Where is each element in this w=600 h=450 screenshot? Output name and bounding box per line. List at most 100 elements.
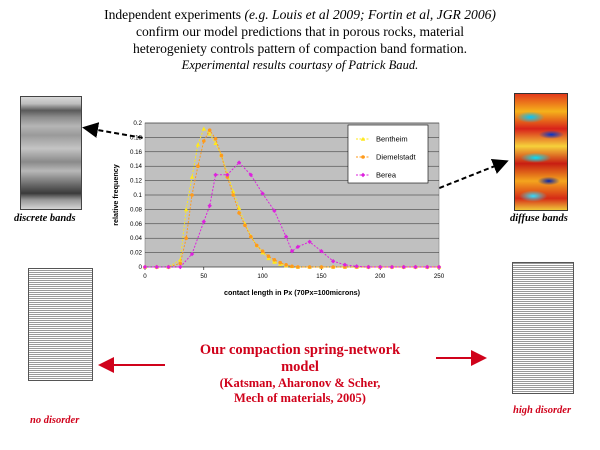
point-diemelstadt-5 xyxy=(190,193,194,197)
header-text: Independent experiments (e.g. Louis et a… xyxy=(0,6,600,74)
contact-length-frequency-chart: 00.020.040.060.080.10.120.140.160.180.2 … xyxy=(111,120,445,297)
simulation-no-disorder-image xyxy=(28,268,93,381)
point-berea-7 xyxy=(213,172,218,178)
point-berea-25 xyxy=(413,264,418,270)
point-diemelstadt-8 xyxy=(207,128,212,132)
point-berea-9 xyxy=(236,160,242,165)
x-tick-label-5: 250 xyxy=(434,273,445,280)
x-tick-label-4: 200 xyxy=(375,273,386,280)
point-bentheim-8 xyxy=(207,131,212,136)
point-berea-11 xyxy=(260,191,265,196)
y-tick-label-7: 0.14 xyxy=(130,163,143,170)
series-line-berea xyxy=(145,161,439,268)
point-bentheim-6 xyxy=(195,142,201,147)
header-line-1: Independent experiments (e.g. Louis et a… xyxy=(104,7,496,22)
point-bentheim-9 xyxy=(213,140,218,145)
point-bentheim-5 xyxy=(189,174,195,179)
header-line-2: confirm our model predictions that in po… xyxy=(135,24,465,39)
point-berea-3 xyxy=(178,264,183,270)
point-diemelstadt-18 xyxy=(266,254,271,258)
legend-marker-diemelstadt xyxy=(361,155,365,159)
header-credit: Experimental results courtasy of Patrick… xyxy=(181,58,419,72)
x-axis-label: contact length in Px (70Px=100microns) xyxy=(224,288,361,297)
point-berea-26 xyxy=(425,264,430,270)
point-berea-19 xyxy=(342,262,348,268)
point-berea-14 xyxy=(289,248,295,254)
rock-sample-photo-discrete xyxy=(20,96,82,210)
simulation-high-disorder-image xyxy=(512,262,574,394)
point-berea-21 xyxy=(366,264,371,270)
point-diemelstadt-9 xyxy=(213,137,218,141)
caption-no-disorder: no disorder xyxy=(30,415,80,426)
point-bentheim-19 xyxy=(272,259,277,264)
point-berea-18 xyxy=(330,259,336,264)
y-tick-label-10: 0.2 xyxy=(133,120,142,127)
y-tick-label-5: 0.1 xyxy=(133,192,142,199)
y-axis-label: relative frequency xyxy=(111,164,120,226)
point-diemelstadt-13 xyxy=(237,211,241,215)
rock-sample-photo-diffuse xyxy=(514,93,568,211)
header-line-3: heterogeniety controls pattern of compac… xyxy=(132,41,468,56)
point-berea-10 xyxy=(248,172,254,178)
point-bentheim-7 xyxy=(201,126,206,131)
x-tick-label-0: 0 xyxy=(143,273,147,280)
x-tick-label-3: 150 xyxy=(316,273,327,280)
point-diemelstadt-12 xyxy=(231,193,235,197)
legend-marker-bentheim xyxy=(360,136,366,141)
point-bentheim-18 xyxy=(266,256,271,261)
y-tick-label-4: 0.08 xyxy=(130,206,143,213)
point-diemelstadt-23 xyxy=(296,265,300,269)
point-berea-5 xyxy=(201,219,206,224)
model-reference-line-1: (Katsman, Aharonov & Scher, xyxy=(219,376,381,390)
point-berea-6 xyxy=(207,203,212,208)
point-berea-17 xyxy=(319,248,324,254)
y-tick-label-1: 0.02 xyxy=(130,250,143,257)
chart-legend: Bentheim Diemelstadt Berea xyxy=(347,124,429,184)
point-diemelstadt-10 xyxy=(219,153,224,158)
point-berea-8 xyxy=(225,172,230,178)
point-berea-15 xyxy=(295,244,301,250)
chart-gridlines xyxy=(145,122,439,268)
point-diemelstadt-4 xyxy=(184,236,188,240)
model-title-line-1: Our compaction spring-network xyxy=(199,342,401,358)
point-berea-1 xyxy=(154,264,159,270)
y-tick-labels: 0 0.02 0.04 0.06 0.08 0.1 0.12 0.14 0.16 0.18 0.2 xyxy=(130,120,143,271)
point-berea-12 xyxy=(272,208,277,214)
model-title-block: Our compaction spring-network model (Kat… xyxy=(150,342,450,406)
y-tick-label-3: 0.06 xyxy=(130,221,143,228)
legend-label-berea: Berea xyxy=(376,171,397,180)
legend-box xyxy=(347,124,429,184)
point-diemelstadt-3 xyxy=(178,261,183,266)
point-diemelstadt-25 xyxy=(319,265,324,269)
x-tick-label-2: 100 xyxy=(257,273,268,280)
arrow-to-diffuse xyxy=(297,158,509,245)
point-diemelstadt-26 xyxy=(331,265,335,269)
point-diemelstadt-22 xyxy=(290,264,294,269)
point-diemelstadt-24 xyxy=(307,265,312,269)
caption-discrete-bands: discrete bands xyxy=(14,213,76,224)
y-tick-label-0: 0 xyxy=(139,264,143,271)
point-berea-13 xyxy=(283,234,289,239)
caption-high-disorder: high disorder xyxy=(513,405,572,416)
x-tick-labels: 0 50 100 150 200 250 xyxy=(143,267,445,280)
point-diemelstadt-7 xyxy=(202,139,206,143)
legend-label-diemelstadt: Diemelstadt xyxy=(376,153,417,162)
point-diemelstadt-17 xyxy=(260,249,265,253)
point-berea-22 xyxy=(378,264,383,270)
point-diemelstadt-15 xyxy=(249,234,253,239)
point-berea-16 xyxy=(307,239,312,244)
point-diemelstadt-16 xyxy=(254,243,259,248)
y-tick-label-2: 0.04 xyxy=(130,235,143,242)
point-bentheim-4 xyxy=(183,207,189,212)
point-berea-0 xyxy=(142,264,148,270)
point-diemelstadt-6 xyxy=(196,164,200,168)
point-diemelstadt-19 xyxy=(272,258,277,262)
point-berea-2 xyxy=(166,264,171,270)
model-reference-line-2: Mech of materials, 2005) xyxy=(234,391,366,405)
header-citation: (e.g. Louis et al 2009; Fortin et al, JG… xyxy=(244,7,496,22)
point-berea-23 xyxy=(389,264,395,270)
point-diemelstadt-14 xyxy=(243,223,247,228)
caption-diffuse-bands: diffuse bands xyxy=(510,213,568,224)
point-diemelstadt-20 xyxy=(278,260,283,265)
point-berea-24 xyxy=(401,264,406,270)
